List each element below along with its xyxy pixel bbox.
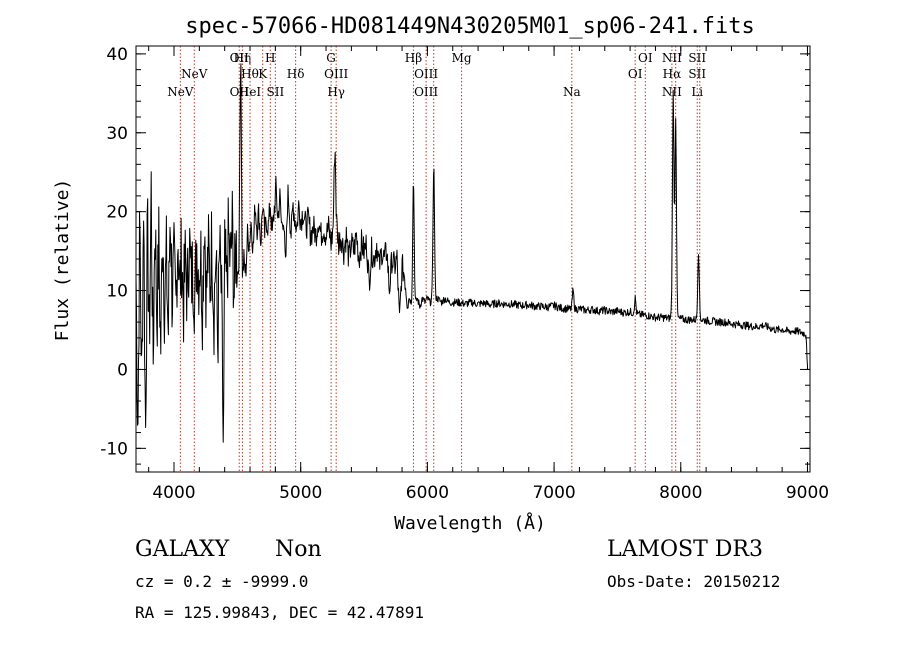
line-markers: NeVNeVOIIOIIHηHθHeIKHSIIHδGOIIIHγHβOIIIO… — [167, 46, 706, 472]
line-label: Hδ — [287, 67, 305, 81]
line-label: Hη — [234, 51, 252, 65]
y-tick-label: -10 — [100, 439, 128, 459]
y-tick-label: 0 — [117, 360, 128, 380]
line-label: SII — [267, 85, 285, 99]
line-label: OIII — [414, 85, 438, 99]
line-label: NII — [662, 85, 682, 99]
line-label: SII — [688, 51, 706, 65]
line-label: Hβ — [405, 51, 422, 65]
line-label: SII — [688, 67, 706, 81]
line-label: H — [265, 51, 275, 65]
object-subclass: Non — [275, 537, 322, 562]
x-tick-label: 7000 — [532, 483, 575, 503]
line-label: NeV — [167, 85, 194, 99]
y-tick-label: 40 — [106, 45, 128, 65]
object-class: GALAXY — [135, 537, 230, 562]
line-label: G — [326, 51, 336, 65]
x-axis-label: Wavelength (Å) — [394, 512, 546, 534]
coordinates: RA = 125.99843, DEC = 42.47891 — [135, 603, 424, 622]
line-label: NeV — [181, 67, 208, 81]
line-label: Na — [563, 85, 581, 99]
y-axis-label: Flux (relative) — [52, 179, 73, 342]
line-label: OI — [638, 51, 653, 65]
y-tick-label: 20 — [106, 203, 128, 223]
line-label: OI — [628, 67, 643, 81]
line-label: OII — [230, 85, 250, 99]
x-tick-label: 5000 — [279, 483, 322, 503]
axis-ticks: 4000 5000 6000 7000 8000 9000 -10 0 10 20 30 40 — [100, 45, 829, 503]
plot-frame — [135, 45, 811, 473]
line-label: Hα — [663, 67, 682, 81]
x-tick-label: 6000 — [406, 483, 449, 503]
spectrum-series — [135, 63, 808, 443]
obs-date: Obs-Date: 20150212 — [607, 572, 781, 591]
line-label: OII — [230, 51, 250, 65]
x-tick-label: 4000 — [152, 483, 195, 503]
spectrum-line — [135, 63, 808, 443]
line-label: Hθ — [241, 67, 259, 81]
line-label: Mg — [452, 51, 472, 65]
chart-title: spec-57066-HD081449N430205M01_sp06-241.f… — [185, 14, 755, 39]
line-label: NII — [662, 51, 682, 65]
line-label: OIII — [414, 67, 438, 81]
line-label: Hγ — [327, 85, 345, 99]
x-tick-label: 9000 — [786, 483, 829, 503]
x-tick-label: 8000 — [659, 483, 702, 503]
y-tick-label: 10 — [106, 282, 128, 302]
line-label: OIII — [324, 67, 348, 81]
redshift-readout: cz = 0.2 ± -9999.0 — [135, 572, 309, 591]
line-label: Li — [691, 85, 703, 99]
line-label: K — [258, 67, 268, 81]
line-label: HeI — [239, 85, 262, 99]
y-tick-label: 30 — [106, 124, 128, 144]
survey-release: LAMOST DR3 — [607, 537, 763, 562]
